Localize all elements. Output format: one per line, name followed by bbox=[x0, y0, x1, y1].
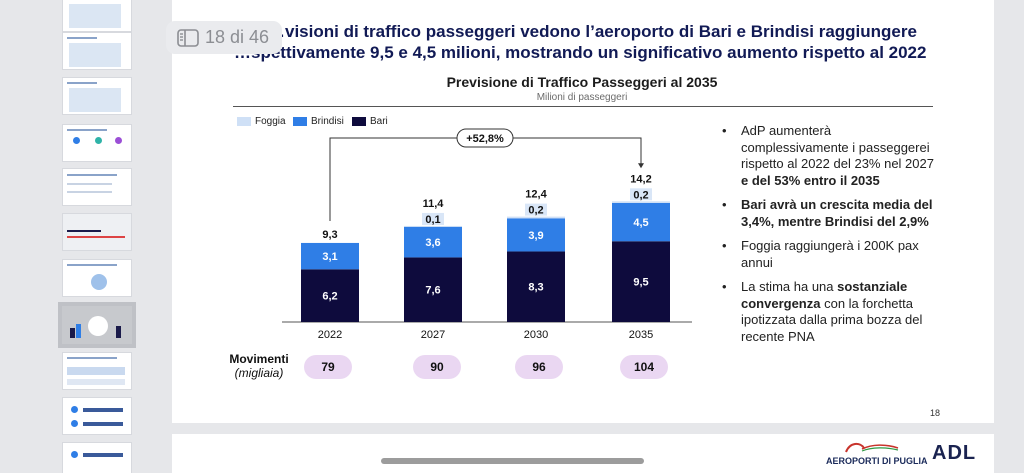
slide-title-line-2: …spettivamente 9,5 e 4,5 milioni, mostra… bbox=[234, 43, 927, 62]
legend-brindisi: Brindisi bbox=[293, 116, 344, 127]
label-box-foggia bbox=[630, 188, 652, 201]
bullet-item: AdP aumenterà complessivamente i passegg… bbox=[722, 123, 937, 189]
thumbnail-page[interactable] bbox=[62, 442, 132, 473]
data-label-foggia: 0,1 bbox=[425, 214, 440, 226]
bullet-text: Bari avrà un crescita media del 3,4%, me… bbox=[741, 197, 933, 229]
thumbnail-sidebar[interactable] bbox=[0, 0, 150, 473]
thumbnail-page[interactable] bbox=[62, 352, 132, 390]
thumbnail-page[interactable] bbox=[62, 397, 132, 435]
movements-label: Movimenti (migliaia) bbox=[220, 352, 298, 380]
thumbnail-page[interactable] bbox=[62, 0, 132, 32]
legend-label: Brindisi bbox=[311, 116, 344, 127]
total-label: 14,2 bbox=[630, 173, 651, 185]
data-label-bari: 8,3 bbox=[528, 282, 543, 294]
bar-brindisi bbox=[301, 242, 359, 270]
movements-label-title: Movimenti bbox=[229, 352, 289, 366]
data-label-foggia: 0,2 bbox=[528, 205, 543, 217]
legend-swatch-bari bbox=[352, 117, 366, 126]
category-label: 2030 bbox=[524, 329, 548, 341]
bar-bari bbox=[301, 269, 359, 322]
bar-foggia bbox=[404, 225, 462, 227]
total-label: 11,4 bbox=[423, 198, 445, 210]
bar-bari bbox=[612, 241, 670, 322]
next-slide-page bbox=[172, 434, 994, 473]
movements-pill: 96 bbox=[515, 355, 563, 379]
bullet-text: e del 53% entro il 2035 bbox=[741, 172, 880, 188]
thumbnail-page-current[interactable] bbox=[58, 302, 136, 348]
sidebar-toggle-icon bbox=[177, 28, 199, 47]
stacked-bar-chart: 6,2 3,1 9,3 2022 7,6 3,6 0,1 11,4 2027 8,3 3,9 0,2 1… bbox=[282, 128, 692, 341]
bullet-item: Bari avrà un crescita media del 3,4%, me… bbox=[722, 197, 937, 230]
data-label-brindisi: 3,9 bbox=[528, 230, 543, 242]
label-box-foggia bbox=[525, 203, 547, 216]
arrow-head-icon bbox=[638, 163, 644, 169]
label-box-foggia bbox=[422, 212, 444, 225]
slide-number: 18 bbox=[930, 408, 941, 418]
chart-title: Previsione di Traffico Passeggeri al 203… bbox=[446, 74, 718, 90]
total-label: 9,3 bbox=[322, 229, 337, 241]
legend-swatch-brindisi bbox=[293, 117, 307, 126]
category-label: 2035 bbox=[629, 329, 653, 341]
data-label-bari: 9,5 bbox=[633, 277, 648, 289]
bar-bari bbox=[507, 251, 565, 322]
adl-logo: ADL bbox=[932, 442, 977, 464]
category-label: 2027 bbox=[421, 329, 445, 341]
bullet-item: La stima ha una sostanziale convergenza … bbox=[722, 279, 937, 345]
thumbnail-page[interactable] bbox=[62, 213, 132, 251]
bar-bari bbox=[404, 257, 462, 322]
data-label-foggia: 0,2 bbox=[633, 189, 648, 201]
data-label-brindisi: 4,5 bbox=[633, 217, 648, 229]
legend-bari: Bari bbox=[352, 116, 388, 127]
thumbnail-page[interactable] bbox=[62, 124, 132, 162]
thumbnail-page[interactable] bbox=[62, 32, 132, 70]
thumbnail-page[interactable] bbox=[62, 168, 132, 206]
data-label-bari: 6,2 bbox=[322, 291, 337, 303]
category-label: 2022 bbox=[318, 329, 342, 341]
growth-badge bbox=[456, 128, 514, 148]
bullet-text: sostanziale convergenza bbox=[741, 279, 908, 311]
page-indicator[interactable]: 18 di 46 bbox=[166, 21, 282, 54]
movements-label-unit: (migliaia) bbox=[234, 366, 284, 380]
data-label-brindisi: 3,1 bbox=[322, 251, 337, 263]
growth-bracket bbox=[329, 137, 642, 221]
total-label: 12,4 bbox=[525, 189, 547, 201]
bullet-text: Foggia raggiungerà i 200K pax annui bbox=[741, 238, 919, 270]
legend-label: Foggia bbox=[255, 116, 286, 127]
bar-brindisi bbox=[404, 226, 462, 258]
data-label-brindisi: 3,6 bbox=[425, 237, 440, 249]
logo-swoosh-icon bbox=[845, 442, 899, 453]
bar-brindisi bbox=[612, 203, 670, 242]
slide-title-line-1: …visioni di traffico passeggeri vedono l… bbox=[268, 22, 917, 41]
movements-pill: 79 bbox=[304, 355, 352, 379]
bullet-text: AdP aumenterà complessivamente i passegg… bbox=[741, 123, 934, 171]
aeroporti-di-puglia-logo: AEROPORTI DI PUGLIA bbox=[826, 440, 928, 468]
page-indicator-text: 18 di 46 bbox=[205, 27, 270, 47]
bar-brindisi bbox=[507, 218, 565, 252]
data-label-bari: 7,6 bbox=[425, 285, 440, 297]
bullet-list: AdP aumenterà complessivamente i passegg… bbox=[722, 123, 937, 353]
title-divider bbox=[233, 106, 933, 107]
logo-text: AEROPORTI DI PUGLIA bbox=[826, 456, 928, 466]
growth-annotation: +52,8% bbox=[466, 133, 504, 145]
legend-foggia: Foggia bbox=[237, 116, 286, 127]
bullet-text: La stima ha una bbox=[741, 279, 838, 294]
thumbnail-page[interactable] bbox=[62, 259, 132, 297]
movements-pill: 90 bbox=[413, 355, 461, 379]
thumbnail-page[interactable] bbox=[62, 77, 132, 115]
horizontal-scrollbar[interactable] bbox=[381, 458, 644, 464]
bullet-text: con la forchetta ipotizzata dalla prima … bbox=[741, 295, 923, 344]
bar-foggia bbox=[612, 201, 670, 203]
bar-foggia bbox=[507, 216, 565, 219]
legend-label: Bari bbox=[370, 116, 388, 127]
bullet-item: Foggia raggiungerà i 200K pax annui bbox=[722, 238, 937, 271]
chart-subtitle: Milioni di passeggeri bbox=[536, 92, 628, 103]
movements-pill: 104 bbox=[620, 355, 668, 379]
legend-swatch-foggia bbox=[237, 117, 251, 126]
